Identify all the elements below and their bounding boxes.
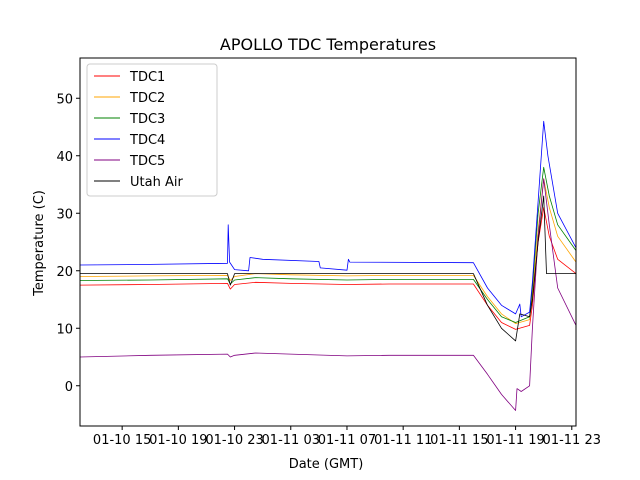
x-tick-label: 01-10 15	[93, 433, 151, 448]
x-tick-label: 01-11 15	[430, 433, 488, 448]
legend: TDC1 TDC2 TDC3 TDC4 TDC5 Utah Air	[86, 63, 218, 197]
x-axis-label: Date (GMT)	[289, 457, 364, 472]
plot-frame	[79, 57, 577, 427]
legend-label-tdc2: TDC2	[129, 91, 165, 106]
x-tick-label: 01-10 23	[205, 433, 263, 448]
legend-label-tdc4: TDC4	[129, 133, 165, 148]
x-tick-label: 01-11 19	[486, 433, 544, 448]
x-tick-label: 01-11 07	[318, 433, 376, 448]
x-tick-label: 01-11 03	[262, 433, 320, 448]
series-layer	[80, 120, 576, 411]
chart-title: APOLLO TDC Temperatures	[220, 35, 436, 54]
series-line-tdc1	[80, 207, 576, 330]
legend-label-tdc5: TDC5	[129, 154, 165, 169]
series-line-tdc5	[80, 178, 576, 411]
y-tick-label: 30	[56, 207, 73, 222]
series-line-tdc4	[80, 120, 576, 318]
legend-label-tdc3: TDC3	[129, 112, 165, 127]
legend-label-tdc1: TDC1	[129, 70, 165, 85]
x-tick-label: 01-10 19	[149, 433, 207, 448]
x-tick-label: 01-11 11	[374, 433, 432, 448]
series-line-utah-air	[80, 195, 576, 342]
y-tick-label: 20	[56, 265, 73, 280]
y-tick-label: 50	[56, 92, 73, 107]
y-axis-label: Temperature (C)	[32, 190, 47, 297]
y-tick-label: 40	[56, 150, 73, 165]
y-tick-label: 0	[65, 380, 73, 395]
y-tick-label: 10	[56, 322, 73, 337]
x-tick-label: 01-11 23	[543, 433, 601, 448]
legend-label-utah-air: Utah Air	[130, 175, 183, 190]
